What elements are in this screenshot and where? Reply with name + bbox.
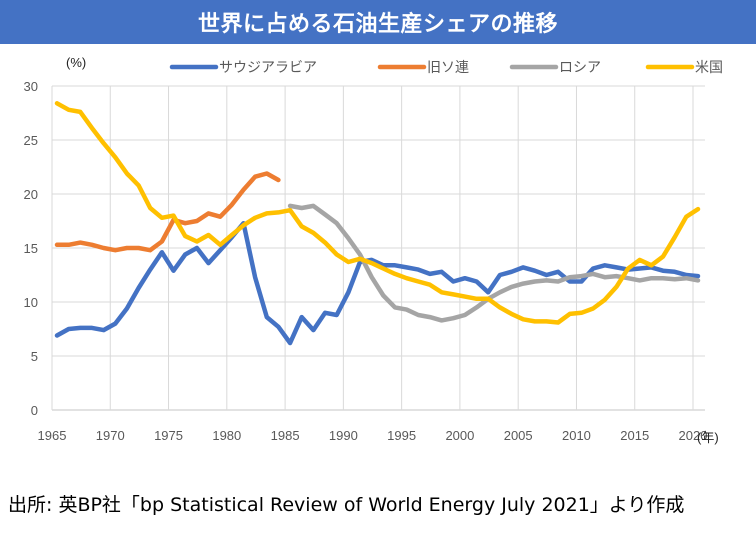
y-tick-label: 25 xyxy=(24,133,38,148)
source-note: 出所: 英BP社「bp Statistical Review of World … xyxy=(8,494,685,516)
x-tick-label: 1975 xyxy=(154,428,183,443)
grid-lines xyxy=(51,85,705,411)
x-tick-label: 2010 xyxy=(562,428,591,443)
legend-item: 米国 xyxy=(645,60,723,76)
x-tick-label: 2020 xyxy=(679,428,708,443)
chart-title: 世界に占める石油生産シェアの推移 xyxy=(0,0,756,44)
y-axis-label: (%) xyxy=(66,55,86,70)
legend-label: ロシア xyxy=(559,60,601,76)
legend-item: サウジアラビア xyxy=(169,60,317,76)
x-tick-label: 1995 xyxy=(387,428,416,443)
x-tick-label: 1990 xyxy=(329,428,358,443)
legend-item: 旧ソ連 xyxy=(377,60,469,76)
y-tick-label: 20 xyxy=(24,187,38,202)
y-tick-label: 10 xyxy=(24,295,38,310)
series-line-3 xyxy=(287,203,701,323)
series-lines xyxy=(54,101,701,346)
x-tick-label: 1980 xyxy=(212,428,241,443)
y-tick-label: 5 xyxy=(31,349,38,364)
y-tick-label: 30 xyxy=(24,79,38,94)
x-tick-label: 2000 xyxy=(445,428,474,443)
y-tick-label: 15 xyxy=(24,241,38,256)
y-axis-ticks: 0 5 10 15 20 25 30 xyxy=(24,79,38,418)
legend-label: 旧ソ連 xyxy=(427,60,469,76)
x-tick-label: 2005 xyxy=(504,428,533,443)
series-line-4 xyxy=(54,101,701,325)
y-tick-label: 0 xyxy=(31,403,38,418)
legend-label: サウジアラビア xyxy=(219,60,317,76)
x-tick-label: 1965 xyxy=(38,428,67,443)
x-axis-label: (年) xyxy=(697,430,719,445)
line-chart: 0 5 10 15 20 25 30 1965 1970 1975 1980 1985 1990 199… xyxy=(24,55,723,445)
legend-item: ロシア xyxy=(509,60,601,76)
x-tick-label: 1970 xyxy=(96,428,125,443)
series-line-2 xyxy=(54,171,281,253)
x-tick-label: 2015 xyxy=(620,428,649,443)
legend-label: 米国 xyxy=(695,60,723,76)
x-tick-label: 1985 xyxy=(271,428,300,443)
x-axis-ticks: 1965 1970 1975 1980 1985 1990 1995 2000 2005 2010… xyxy=(38,428,708,443)
series-line-1 xyxy=(54,220,701,346)
legend: サウジアラビア 旧ソ連 ロシア 米国 xyxy=(169,60,723,76)
